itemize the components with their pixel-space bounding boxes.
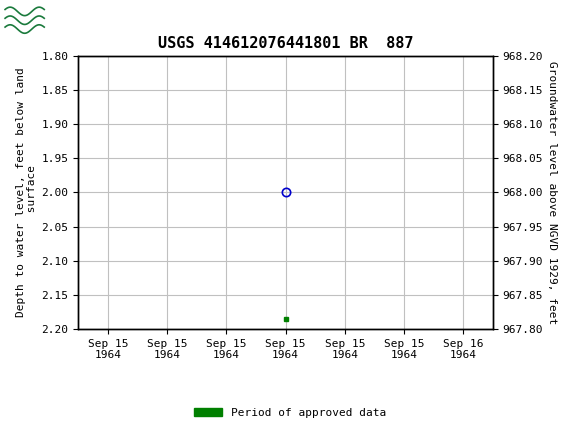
Y-axis label: Depth to water level, feet below land
 surface: Depth to water level, feet below land su…: [16, 68, 38, 317]
Text: USGS: USGS: [55, 11, 110, 29]
Y-axis label: Groundwater level above NGVD 1929, feet: Groundwater level above NGVD 1929, feet: [548, 61, 557, 324]
Legend: Period of approved data: Period of approved data: [190, 403, 390, 422]
Title: USGS 414612076441801 BR  887: USGS 414612076441801 BR 887: [158, 36, 414, 51]
